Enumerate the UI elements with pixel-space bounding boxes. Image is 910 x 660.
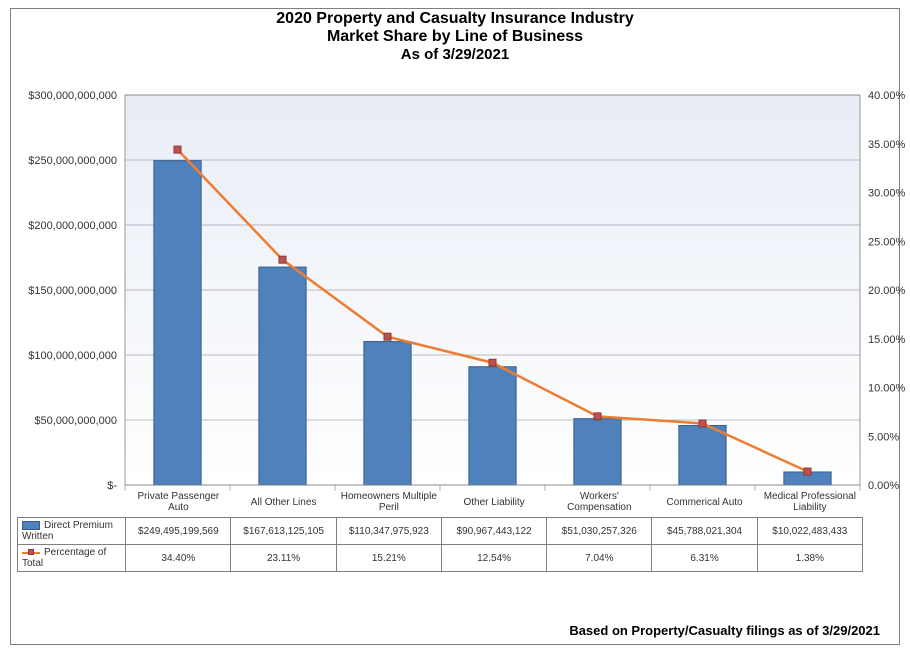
bar (574, 419, 621, 485)
category-label: Medical Professional Liability (757, 487, 862, 518)
data-table: Private Passenger AutoAll Other LinesHom… (17, 487, 863, 572)
y-right-tick: 10.00% (868, 383, 906, 395)
percentage-value: 15.21% (336, 545, 441, 572)
bar-swatch-icon (22, 521, 40, 530)
chart-container: 2020 Property and Casualty Insurance Ind… (0, 0, 910, 660)
pct-marker (489, 359, 496, 366)
pct-marker (384, 333, 391, 340)
percentage-value: 12.54% (441, 545, 546, 572)
premium-value: $45,788,021,304 (652, 518, 757, 545)
y-right-tick: 15.00% (868, 334, 906, 346)
category-label: Other Liability (441, 487, 546, 518)
y-right-tick: 25.00% (868, 236, 906, 248)
line-swatch-icon (22, 548, 40, 557)
bar (154, 161, 201, 485)
bar (679, 425, 726, 485)
pct-marker (699, 420, 706, 427)
category-label: Workers' Compensation (547, 487, 652, 518)
category-label: All Other Lines (231, 487, 336, 518)
percentage-value: 6.31% (652, 545, 757, 572)
pct-marker (174, 146, 181, 153)
percentage-value: 1.38% (757, 545, 862, 572)
y-right-tick: 0.00% (868, 480, 899, 492)
premium-value: $90,967,443,122 (441, 518, 546, 545)
premium-value: $110,347,975,923 (336, 518, 441, 545)
y-left-tick: $200,000,000,000 (28, 220, 117, 232)
category-label: Private Passenger Auto (126, 487, 231, 518)
y-left-tick: $300,000,000,000 (28, 90, 117, 102)
premium-value: $167,613,125,105 (231, 518, 336, 545)
premium-value: $51,030,257,326 (547, 518, 652, 545)
footer-note: Based on Property/Casualty filings as of… (569, 623, 880, 638)
pct-marker (279, 256, 286, 263)
bar (469, 367, 516, 485)
category-label: Commerical Auto (652, 487, 757, 518)
y-left-tick: $50,000,000,000 (34, 415, 117, 427)
y-right-tick: 35.00% (868, 139, 906, 151)
legend-direct-premium: Direct Premium Written (18, 518, 126, 545)
premium-value: $249,495,199,569 (126, 518, 231, 545)
y-left-tick: $250,000,000,000 (28, 155, 117, 167)
y-left-tick: $150,000,000,000 (28, 285, 117, 297)
bar (259, 267, 306, 485)
category-label: Homeowners Multiple Peril (336, 487, 441, 518)
y-right-tick: 20.00% (868, 285, 906, 297)
y-left-tick: $100,000,000,000 (28, 350, 117, 362)
y-right-tick: 5.00% (868, 431, 899, 443)
percentage-value: 7.04% (547, 545, 652, 572)
pct-marker (804, 468, 811, 475)
bar (364, 342, 411, 485)
y-right-tick: 40.00% (868, 90, 906, 102)
percentage-value: 34.40% (126, 545, 231, 572)
pct-marker (594, 413, 601, 420)
legend-percentage: Percentage of Total (18, 545, 126, 572)
premium-value: $10,022,483,433 (757, 518, 862, 545)
percentage-value: 23.11% (231, 545, 336, 572)
y-right-tick: 30.00% (868, 188, 906, 200)
